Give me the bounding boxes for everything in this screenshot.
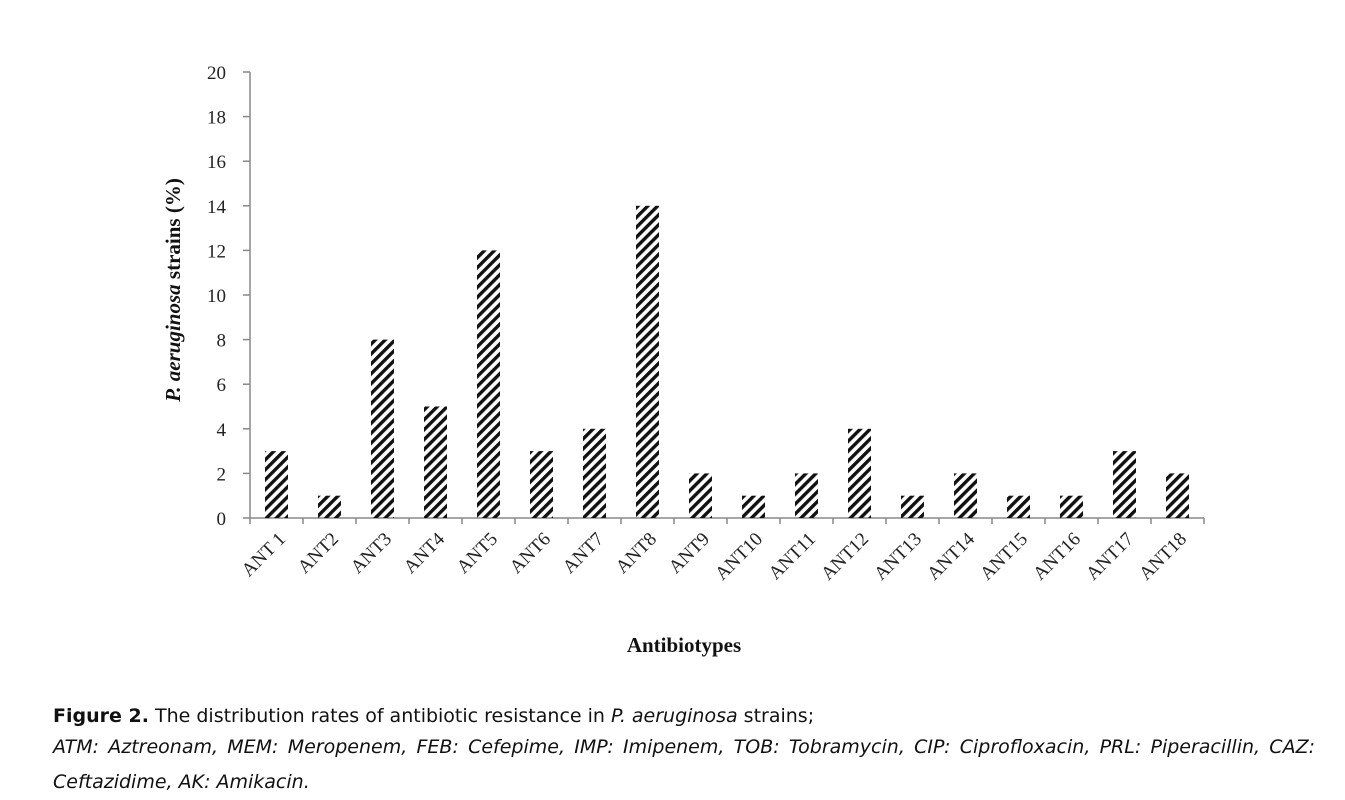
x-tick-label: ANT9 — [665, 529, 714, 578]
x-tick-label: ANT7 — [559, 529, 608, 578]
y-tick-label: 18 — [207, 108, 226, 129]
caption-label: Figure 2. — [53, 705, 149, 727]
x-tick-labels: ANT 1 ANT2 ANT3 ANT4 ANT5 ANT6 ANT7 ANT8 ANT9ANT… — [238, 528, 1191, 584]
y-tick-label: 14 — [207, 197, 227, 218]
x-tick-label: ANT2 — [294, 529, 343, 578]
y-tick-label: 16 — [207, 152, 226, 173]
y-tick-label: 0 — [217, 509, 227, 530]
bar-ant2 — [318, 495, 341, 518]
y-tick-label: 2 — [217, 464, 227, 485]
bar-ant7 — [583, 428, 606, 518]
x-axis — [249, 517, 1205, 524]
x-tick-label: ANT17 — [1082, 529, 1138, 585]
y-tick-label: 20 — [207, 63, 226, 84]
y-tick-label: 6 — [217, 375, 227, 396]
x-tick-label: ANT16 — [1029, 529, 1085, 585]
bar-ant12 — [848, 428, 871, 518]
bar-ant3 — [371, 339, 394, 518]
caption-abbreviations: ATM: Aztreonam, MEM: Meropenem, FEB: Cef… — [53, 736, 1315, 793]
bar-ant1 — [265, 451, 288, 518]
x-tick-label: ANT 1 — [238, 529, 290, 581]
bar-ant18 — [1166, 473, 1189, 518]
bars — [265, 205, 1189, 519]
bar-ant8 — [636, 205, 659, 519]
figure-caption: Figure 2. The distribution rates of anti… — [53, 702, 1315, 800]
bar-ant15 — [1007, 495, 1030, 518]
x-tick-label: ANT15 — [976, 529, 1032, 585]
x-tick-label: ANT18 — [1135, 529, 1191, 585]
y-axis-title: P. aeruginosa strains (%) — [161, 178, 185, 403]
x-tick-label: ANT11 — [765, 529, 820, 584]
x-axis-title: Antibiotypes — [627, 633, 741, 657]
caption-text-after: strains; — [737, 705, 815, 727]
caption-text-before: The distribution rates of antibiotic res… — [148, 705, 611, 727]
bar-ant17 — [1113, 451, 1136, 518]
x-tick-label: ANT8 — [612, 529, 661, 578]
bar-ant4 — [424, 406, 447, 518]
y-tick-label: 4 — [217, 420, 227, 441]
y-axis: 0 2 4 6 8 10 12 14 16 18 20 — [207, 63, 251, 530]
caption-organism: P. aeruginosa — [610, 705, 738, 727]
bar-ant6 — [530, 451, 553, 518]
x-tick-label: ANT3 — [347, 529, 396, 578]
bar-ant16 — [1060, 495, 1083, 518]
y-tick-label: 12 — [207, 241, 226, 262]
x-tick-label: ANT14 — [923, 528, 979, 584]
x-tick-label: ANT5 — [453, 529, 502, 578]
x-tick-label: ANT13 — [870, 529, 926, 585]
x-tick-label: ANT6 — [506, 529, 555, 578]
x-tick-label: ANT10 — [711, 529, 767, 585]
bar-ant11 — [795, 473, 818, 518]
bar-ant5 — [477, 250, 500, 518]
caption-title: Figure 2. The distribution rates of anti… — [53, 702, 1315, 730]
bar-ant14 — [954, 473, 977, 518]
x-tick-label: ANT4 — [400, 528, 450, 578]
bar-ant10 — [742, 495, 765, 518]
y-tick-label: 10 — [207, 286, 226, 307]
x-tick-label: ANT12 — [817, 529, 873, 585]
bar-ant13 — [901, 495, 924, 518]
bar-ant9 — [689, 473, 712, 518]
y-tick-label: 8 — [217, 331, 227, 352]
